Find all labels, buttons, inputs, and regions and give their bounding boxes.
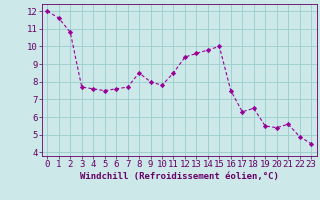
X-axis label: Windchill (Refroidissement éolien,°C): Windchill (Refroidissement éolien,°C): [80, 172, 279, 181]
